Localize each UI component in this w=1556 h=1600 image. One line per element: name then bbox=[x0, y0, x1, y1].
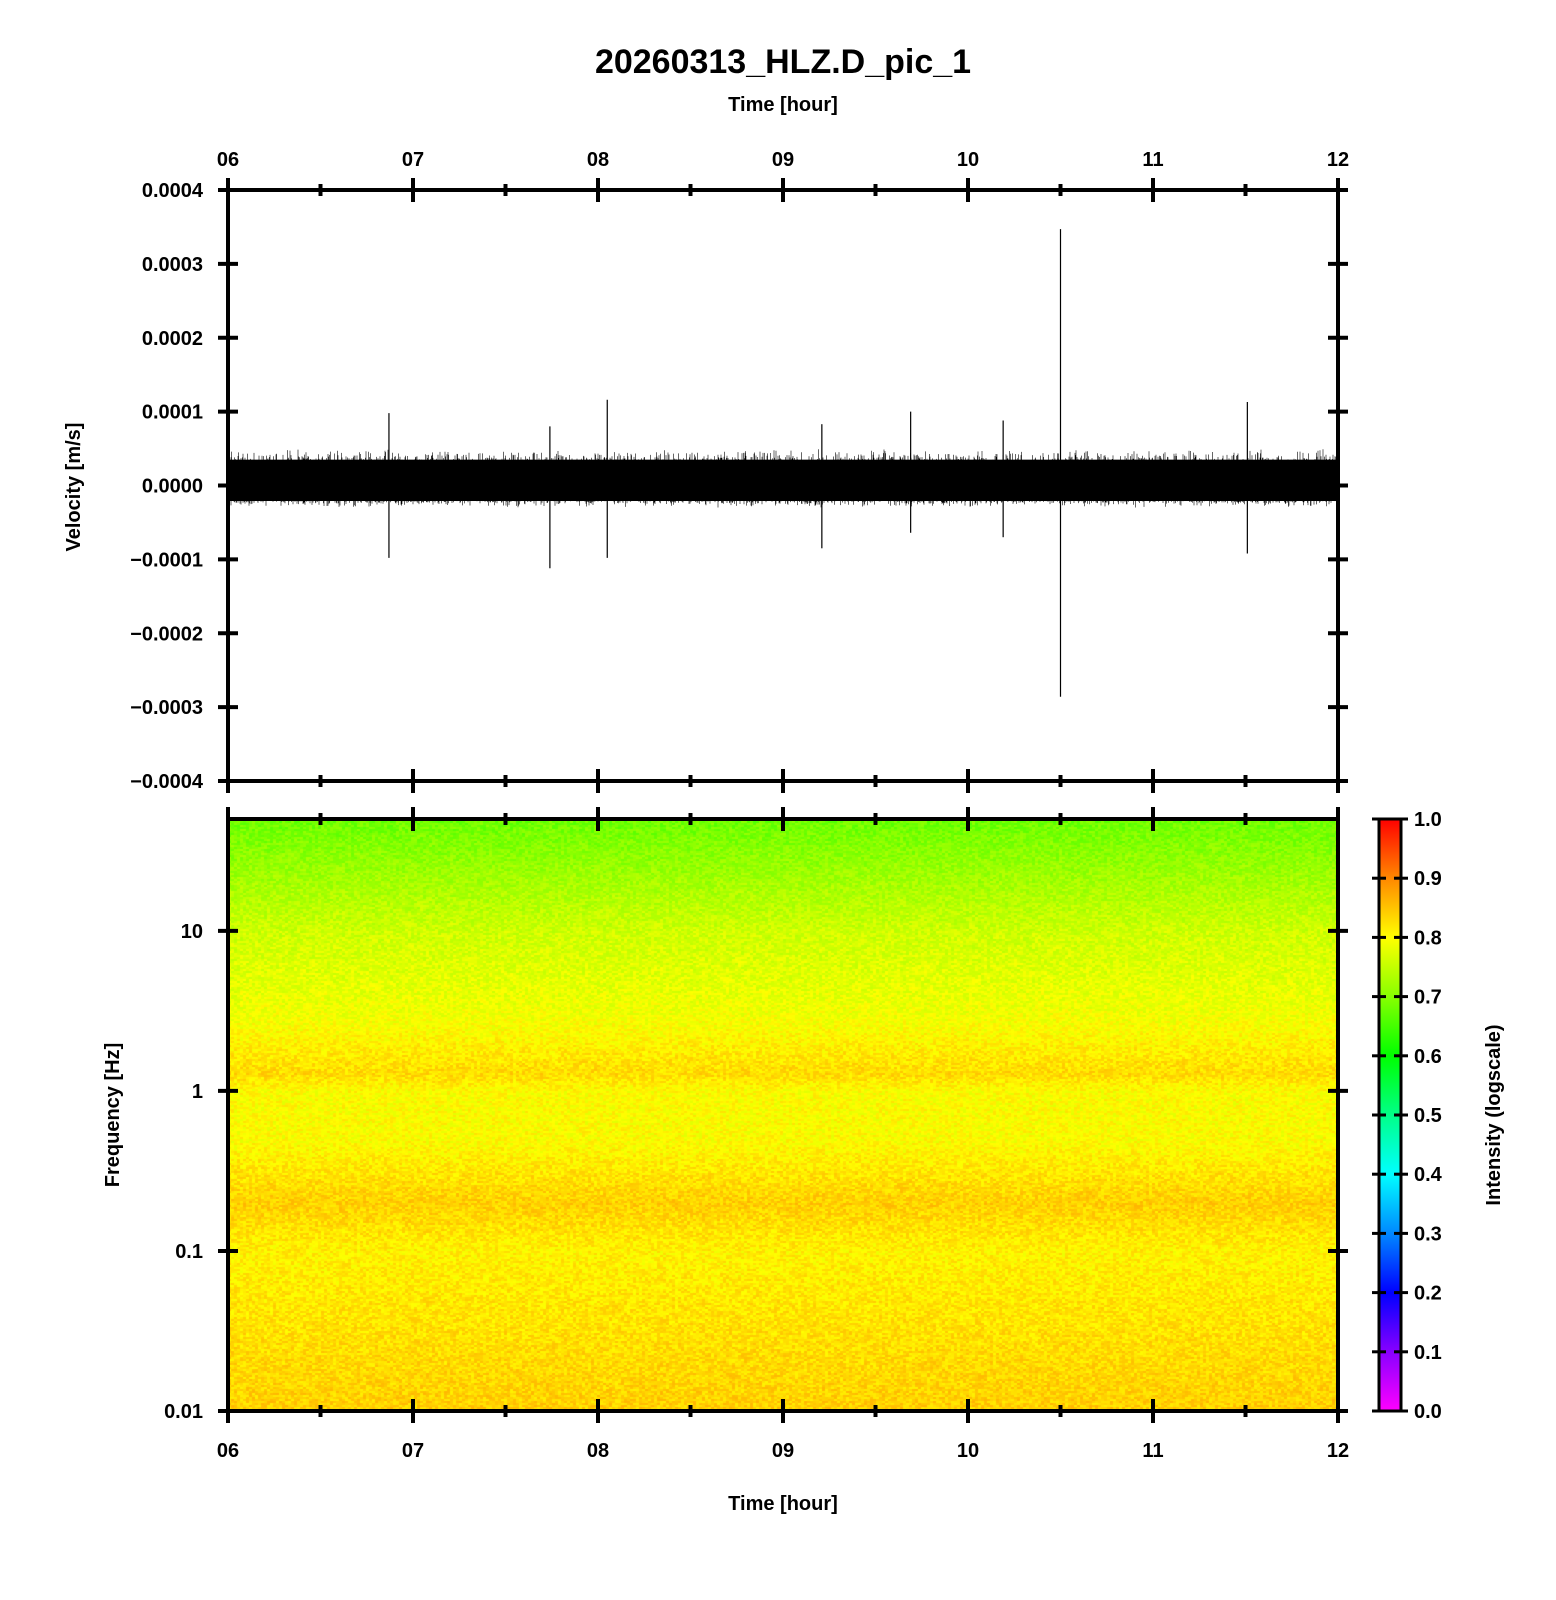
seismogram-y-tick-label: 0.0001 bbox=[142, 402, 203, 424]
seismogram-y-tick-label: −0.0001 bbox=[130, 549, 203, 571]
seismogram-y-tick-label: −0.0003 bbox=[130, 697, 203, 719]
colorbar-tick-label: 0.0 bbox=[1414, 1401, 1442, 1423]
spectrogram-y-tick-label: 10 bbox=[181, 921, 203, 943]
colorbar-tick-label: 0.6 bbox=[1414, 1046, 1442, 1068]
top-x-tick-label: 12 bbox=[1327, 149, 1349, 171]
colorbar-tick-label: 0.7 bbox=[1414, 987, 1442, 1009]
spectrogram-frame bbox=[226, 817, 1340, 1413]
colorbar-tick-label: 0.9 bbox=[1414, 868, 1442, 890]
seismogram-y-axis-label: Velocity [m/s] bbox=[63, 423, 85, 552]
spectrogram-y-axis-label: Frequency [Hz] bbox=[102, 1043, 124, 1187]
colorbar-tick-label: 0.1 bbox=[1414, 1342, 1442, 1364]
seismogram-ticks: 06 07 08 09 10 11 12 0.0004 0.0003 0.0002 0.0001 0.… bbox=[130, 149, 1349, 793]
colorbar: 1.0 0.9 0.8 0.7 0.6 0.5 0.4 0.3 0.2 0.1 0.0 Intens… bbox=[1372, 809, 1505, 1423]
bottom-x-tick-label: 07 bbox=[402, 1440, 424, 1462]
chart-title: 20260313_HLZ.D_pic_1 bbox=[595, 43, 971, 81]
seismogram-y-tick-label: 0.0000 bbox=[142, 476, 203, 498]
seismogram-y-tick-label: 0.0002 bbox=[142, 328, 203, 350]
top-x-tick-label: 07 bbox=[402, 149, 424, 171]
top-x-tick-label: 10 bbox=[957, 149, 979, 171]
colorbar-tick-label: 0.8 bbox=[1414, 927, 1442, 949]
top-x-tick-label: 06 bbox=[217, 149, 239, 171]
seismogram-y-tick-label: 0.0003 bbox=[142, 254, 203, 276]
top-x-tick-label: 11 bbox=[1142, 149, 1163, 171]
colorbar-gradient bbox=[1379, 819, 1401, 1411]
seismogram-panel: 06 07 08 09 10 11 12 0.0004 0.0003 0.0002 0.0001 0.… bbox=[63, 149, 1349, 793]
colorbar-tick-label: 0.4 bbox=[1414, 1164, 1443, 1186]
colorbar-tick-label: 0.5 bbox=[1414, 1105, 1442, 1127]
colorbar-tick-label: 1.0 bbox=[1414, 809, 1442, 831]
colorbar-tick-label: 0.3 bbox=[1414, 1223, 1442, 1245]
bottom-x-tick-label: 09 bbox=[772, 1440, 794, 1462]
bottom-x-tick-label: 08 bbox=[587, 1440, 609, 1462]
top-x-tick-label: 08 bbox=[587, 149, 609, 171]
colorbar-frame bbox=[1377, 817, 1403, 1413]
bottom-x-tick-label: 12 bbox=[1327, 1440, 1349, 1462]
seismogram-frame bbox=[226, 188, 1340, 783]
spectrogram-y-tick-label: 0.01 bbox=[164, 1401, 203, 1423]
colorbar-label: Intensity (logscale) bbox=[1483, 1024, 1505, 1205]
colorbar-tick-label: 0.2 bbox=[1414, 1283, 1442, 1305]
seismogram-y-tick-label: −0.0002 bbox=[130, 623, 203, 645]
velocity-trace bbox=[228, 229, 1338, 697]
bottom-x-axis-label: Time [hour] bbox=[728, 1493, 838, 1515]
spectrogram-heatmap bbox=[228, 819, 1338, 1411]
top-x-axis-label: Time [hour] bbox=[728, 94, 838, 116]
trace-noise bbox=[228, 449, 1338, 508]
spectrogram-y-tick-label: 1 bbox=[192, 1081, 203, 1103]
seismogram-y-tick-label: −0.0004 bbox=[130, 771, 204, 793]
spectrogram-y-tick-label: 0.1 bbox=[175, 1241, 203, 1263]
spectrogram-image bbox=[228, 819, 1338, 1411]
bottom-x-tick-label: 10 bbox=[957, 1440, 979, 1462]
seismogram-y-tick-label: 0.0004 bbox=[142, 180, 204, 202]
bottom-x-tick-label: 11 bbox=[1142, 1440, 1163, 1462]
bottom-x-tick-label: 06 bbox=[217, 1440, 239, 1462]
top-x-tick-label: 09 bbox=[772, 149, 794, 171]
spectrogram-ticks: 06 07 08 09 10 11 12 10 1 0.1 0.01 bbox=[164, 807, 1349, 1462]
